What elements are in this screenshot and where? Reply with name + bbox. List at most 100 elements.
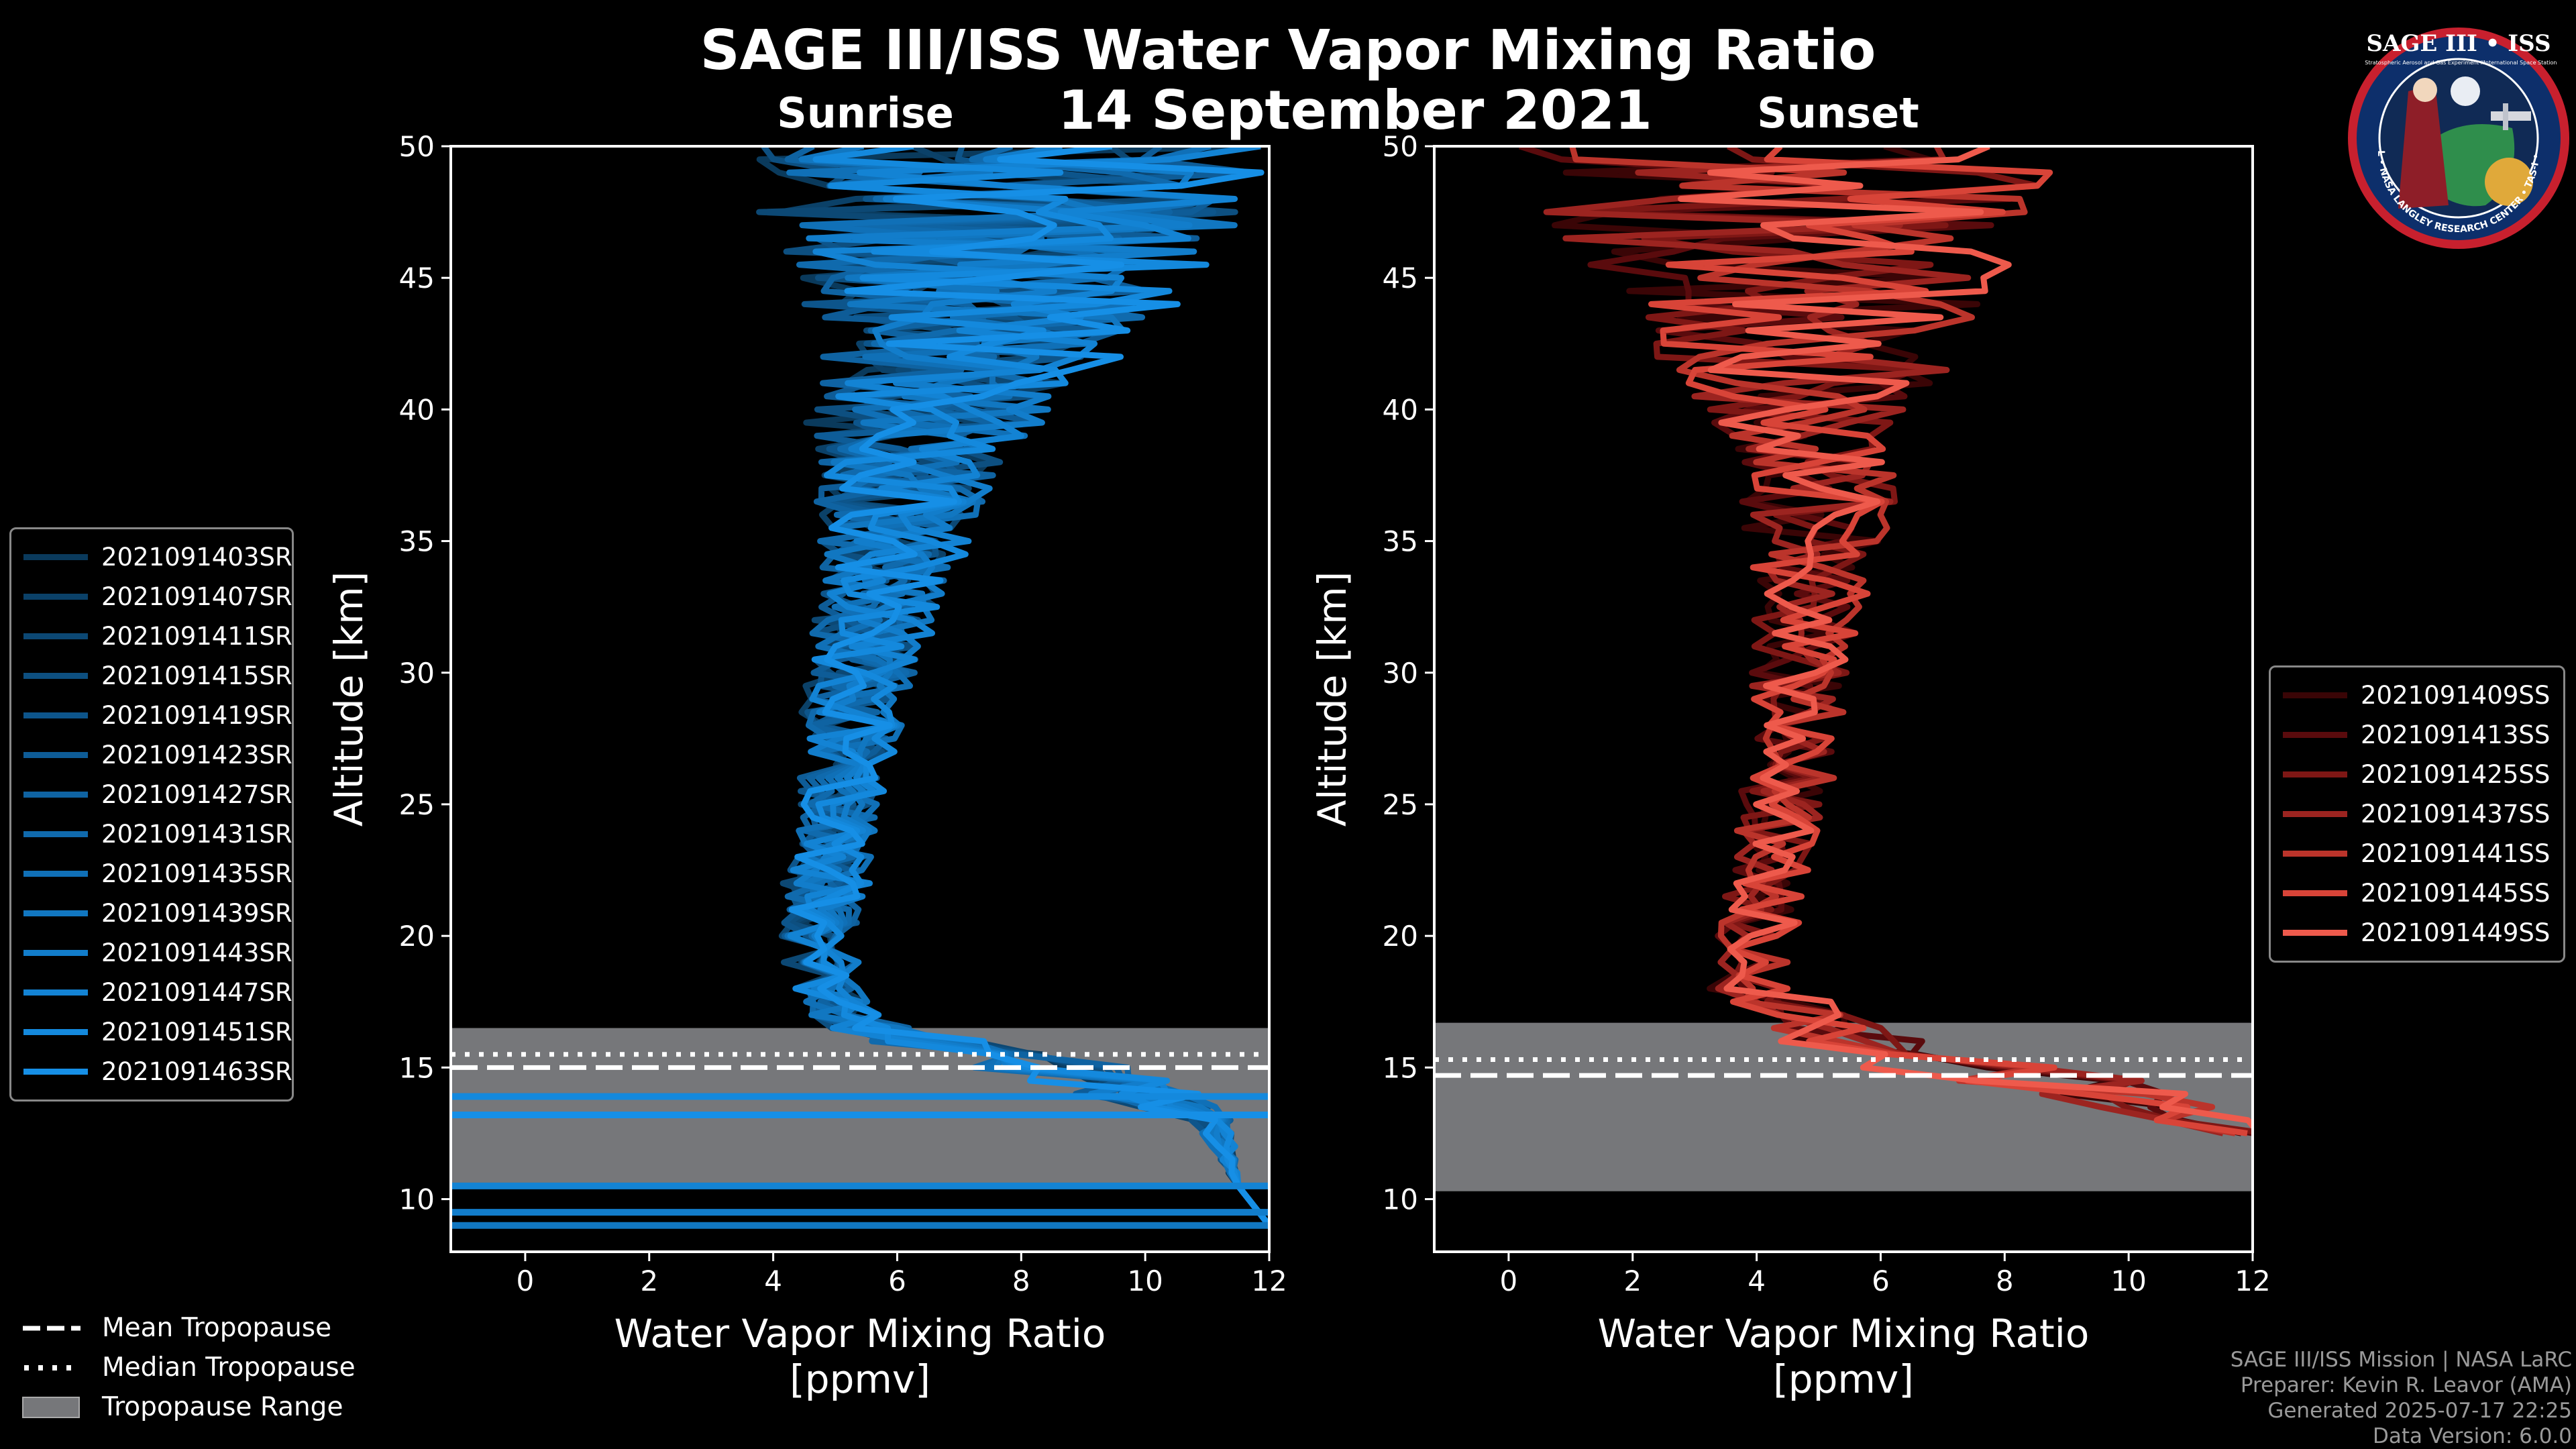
legend-item-2021091439SR: 2021091439SR bbox=[23, 894, 292, 933]
legend-item-2021091437SS: 2021091437SS bbox=[2283, 794, 2551, 834]
x-axis-label: Water Vapor Mixing Ratio bbox=[614, 1311, 1106, 1356]
legend-item-2021091425SS: 2021091425SS bbox=[2283, 755, 2551, 794]
legend-swatch bbox=[23, 633, 88, 639]
x-axis-unit: [ppmv] bbox=[790, 1356, 930, 1402]
legend-item-2021091409SS: 2021091409SS bbox=[2283, 676, 2551, 715]
legend-swatch bbox=[23, 831, 88, 837]
legend-label: 2021091413SS bbox=[2361, 720, 2551, 749]
legend-item-2021091419SR: 2021091419SR bbox=[23, 696, 292, 735]
logo-subtitle-station: International Space Station bbox=[2484, 60, 2557, 66]
legend-swatch bbox=[2283, 732, 2347, 738]
y-tick-label: 25 bbox=[399, 788, 435, 821]
legend-label: 2021091419SR bbox=[101, 701, 292, 730]
wizard-figure-icon bbox=[2398, 85, 2449, 209]
profile-lines bbox=[451, 146, 1269, 1229]
y-tick-label: 45 bbox=[399, 262, 435, 294]
y-tick-label: 15 bbox=[1383, 1051, 1418, 1084]
sunrise-panel-title: Sunrise bbox=[777, 89, 954, 138]
legend-swatch bbox=[2283, 890, 2347, 896]
legend-label: 2021091447SR bbox=[101, 978, 292, 1007]
dashed-line-icon bbox=[23, 1326, 80, 1330]
legend-label: 2021091449SS bbox=[2361, 918, 2551, 947]
profile-line-2021091451SR bbox=[792, 146, 1269, 1228]
credit-preparer: Preparer: Kevin R. Leavor (AMA) bbox=[2240, 1373, 2572, 1397]
legend-mean-tropopause: Mean Tropopause bbox=[21, 1308, 356, 1348]
legend-swatch bbox=[2283, 811, 2347, 817]
legend-label: 2021091411SR bbox=[101, 622, 292, 651]
sage-iii-iss-mission-patch: SAGE III • ISS Stratospheric Aerosol and… bbox=[2345, 11, 2569, 249]
legend-label: 2021091427SR bbox=[101, 780, 292, 809]
legend-median-tropopause: Median Tropopause bbox=[21, 1348, 356, 1387]
x-tick-label: 8 bbox=[1996, 1265, 2014, 1297]
legend-swatch bbox=[23, 871, 88, 877]
legend-swatch bbox=[23, 950, 88, 956]
sunrise-legend: 2021091403SR 2021091407SR 2021091411SR 2021… bbox=[9, 527, 294, 1102]
y-tick-label: 20 bbox=[1383, 920, 1418, 953]
legend-item-2021091411SR: 2021091411SR bbox=[23, 616, 292, 656]
credits-block: SAGE III/ISS Mission | NASA LaRC Prepare… bbox=[2231, 1347, 2572, 1449]
logo-title: SAGE III • ISS bbox=[2366, 30, 2551, 57]
legend-swatch bbox=[2283, 692, 2347, 698]
y-tick-label: 20 bbox=[399, 920, 435, 953]
sunset-panel: 0 2 4 6 8 10 12 10 15 20 25 30 35 40 45 50 Water Vapor M… bbox=[1309, 130, 2271, 1402]
x-tick-label: 4 bbox=[1748, 1265, 1766, 1297]
legend-item-2021091415SR: 2021091415SR bbox=[23, 656, 292, 696]
legend-swatch bbox=[23, 1029, 88, 1035]
legend-label: 2021091441SS bbox=[2361, 839, 2551, 868]
x-tick-label: 2 bbox=[640, 1265, 658, 1297]
legend-swatch bbox=[23, 673, 88, 679]
y-tick-label: 35 bbox=[1383, 525, 1418, 558]
legend-label: 2021091437SS bbox=[2361, 800, 2551, 828]
x-axis-label: Water Vapor Mixing Ratio bbox=[1598, 1311, 2090, 1356]
y-tick-label: 30 bbox=[1383, 657, 1418, 690]
axes-frame bbox=[449, 145, 1271, 1253]
x-tick-label: 12 bbox=[2235, 1265, 2270, 1297]
legend-item-2021091403SR: 2021091403SR bbox=[23, 537, 292, 577]
legend-item-2021091443SR: 2021091443SR bbox=[23, 933, 292, 973]
x-tick-label: 6 bbox=[1872, 1265, 1890, 1297]
legend-label: 2021091451SR bbox=[101, 1018, 292, 1046]
logo-subtitle-experiment: Stratospheric Aerosol and Gas Experiment… bbox=[2365, 60, 2485, 66]
credit-version: Data Version: 6.0.0 bbox=[2372, 1424, 2572, 1448]
credit-mission: SAGE III/ISS Mission | NASA LaRC bbox=[2230, 1348, 2572, 1372]
x-tick-label: 4 bbox=[764, 1265, 782, 1297]
x-tick-label: 0 bbox=[1500, 1265, 1518, 1297]
legend-swatch bbox=[23, 752, 88, 758]
legend-item-2021091449SS: 2021091449SS bbox=[2283, 913, 2551, 953]
y-tick-label: 40 bbox=[1383, 393, 1418, 426]
legend-item-2021091431SR: 2021091431SR bbox=[23, 814, 292, 854]
x-tick-label: 6 bbox=[888, 1265, 906, 1297]
legend-item-2021091413SS: 2021091413SS bbox=[2283, 715, 2551, 755]
legend-item-2021091441SS: 2021091441SS bbox=[2283, 834, 2551, 873]
date-title: 14 September 2021 bbox=[1058, 79, 1652, 142]
profile-lines bbox=[1519, 146, 2253, 1136]
legend-swatch bbox=[23, 712, 88, 718]
tropopause-legend: Mean Tropopause Median Tropopause Tropop… bbox=[21, 1308, 356, 1427]
legend-label: 2021091423SR bbox=[101, 741, 292, 769]
profile-line-2021091463SR bbox=[788, 146, 1269, 1228]
legend-label: 2021091425SS bbox=[2361, 760, 2551, 789]
legend-swatch bbox=[2283, 930, 2347, 936]
legend-label: 2021091445SS bbox=[2361, 879, 2551, 908]
axes-frame bbox=[1433, 145, 2254, 1253]
y-tick-label: 30 bbox=[399, 657, 435, 690]
legend-label: 2021091415SR bbox=[101, 661, 292, 690]
main-title: SAGE III/ISS Water Vapor Mixing Ratio bbox=[700, 19, 1876, 83]
credit-generated: Generated 2025-07-17 22:25 bbox=[2267, 1399, 2572, 1423]
y-tick-label: 50 bbox=[399, 130, 435, 163]
legend-item-2021091445SS: 2021091445SS bbox=[2283, 873, 2551, 913]
legend-swatch bbox=[23, 554, 88, 560]
moon-icon bbox=[2451, 76, 2480, 106]
x-tick-label: 10 bbox=[1127, 1265, 1163, 1297]
legend-swatch bbox=[2283, 851, 2347, 857]
legend-mean-label: Mean Tropopause bbox=[102, 1313, 332, 1343]
legend-swatch bbox=[23, 792, 88, 798]
legend-item-2021091407SR: 2021091407SR bbox=[23, 577, 292, 616]
legend-swatch bbox=[23, 989, 88, 996]
legend-swatch bbox=[23, 910, 88, 916]
gray-patch-icon bbox=[22, 1396, 80, 1418]
legend-tropopause-range: Tropopause Range bbox=[21, 1387, 356, 1427]
sunrise-panel: 0 2 4 6 8 10 12 10 15 20 25 30 35 40 45 50 Water Vapor M… bbox=[326, 130, 1287, 1402]
x-tick-label: 2 bbox=[1623, 1265, 1642, 1297]
